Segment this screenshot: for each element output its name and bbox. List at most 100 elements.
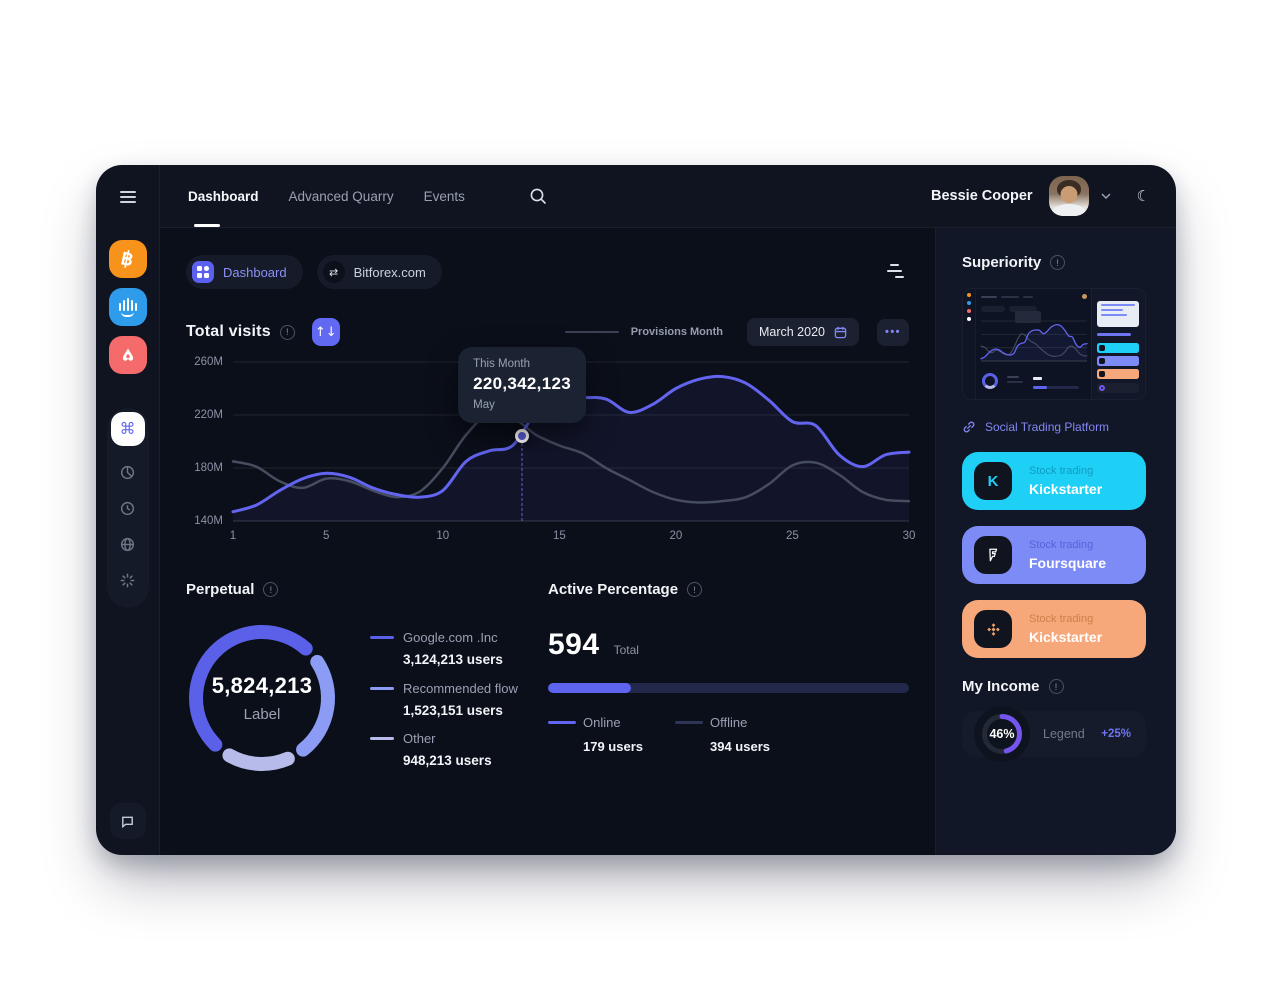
superiority-title: Superiority	[962, 254, 1042, 271]
spinner-icon	[120, 573, 135, 587]
sidebar-item-bitcoin[interactable]: ฿	[108, 240, 147, 278]
period-select[interactable]: March 2020	[746, 318, 859, 346]
card-tag: Stock trading	[1029, 465, 1094, 477]
legend-dash	[370, 636, 394, 639]
swap-arrows-icon: ⇄	[322, 261, 345, 283]
income-percent-value: 46%	[989, 727, 1015, 741]
legend-item-google: Google.com .Inc 3,124,213 users	[370, 630, 518, 667]
intercom-icon	[118, 297, 137, 317]
link-chain-icon	[963, 421, 975, 433]
perpetual-title: Perpetual	[186, 581, 255, 598]
clock-icon	[120, 501, 135, 515]
main-content: Dashboard ⇄ Bitforex.com Total visits ! …	[160, 228, 935, 855]
profile-menu-toggle[interactable]	[1101, 193, 1111, 199]
trading-cards: K Stock trading Kickstarter Stock tradin…	[962, 452, 1146, 658]
info-icon[interactable]: !	[1050, 255, 1066, 270]
profile-area: Bessie Cooper ☾	[931, 176, 1150, 216]
info-icon[interactable]: !	[687, 582, 703, 597]
sidebar-item-history[interactable]	[119, 499, 137, 517]
legend-name: Offline	[710, 715, 748, 730]
avatar[interactable]	[1048, 176, 1089, 216]
y-tick-label: 180M	[194, 462, 223, 474]
foursquare-icon	[974, 536, 1012, 574]
thumb-tooltip	[1015, 311, 1041, 323]
superiority-preview-thumbnail[interactable]	[962, 288, 1146, 400]
sidebar-item-airbnb[interactable]	[108, 336, 147, 374]
tab-events[interactable]: Events	[424, 165, 465, 227]
moon-icon: ☾	[1136, 187, 1150, 205]
income-card[interactable]: 46% Legend +25%	[962, 706, 1146, 762]
link-label: Social Trading Platform	[985, 420, 1110, 434]
breadcrumb-chip-bitforex-label: Bitforex.com	[353, 264, 426, 280]
chat-button[interactable]	[109, 803, 146, 839]
legend-value: 1,523,151 users	[403, 702, 503, 718]
card-foursquare[interactable]: Stock trading Foursquare	[962, 526, 1146, 584]
x-axis-labels: 1 5 10 15 20 25 30	[230, 521, 916, 547]
legend-item-recommended: Recommended flow 1,523,151 users	[370, 681, 518, 718]
hamburger-menu-icon[interactable]	[119, 165, 136, 228]
income-legend-label: Legend	[1043, 727, 1085, 741]
sidebar-item-loading[interactable]	[119, 571, 137, 589]
tab-advanced-quarry-label: Advanced Quarry	[288, 188, 394, 204]
thumb-progress	[1033, 386, 1079, 389]
thumb-chip	[1009, 306, 1037, 312]
x-tick-label: 30	[902, 530, 916, 542]
active-progress-track	[548, 683, 909, 693]
x-tick-label: 5	[323, 530, 330, 542]
binance-icon	[974, 610, 1012, 648]
legend-name: Other	[403, 731, 436, 746]
info-icon[interactable]: !	[279, 324, 295, 340]
sidebar-item-intercom[interactable]	[108, 288, 147, 326]
tooltip-subtitle: May	[473, 399, 495, 412]
sort-filter-icon[interactable]	[887, 264, 909, 280]
sidebar-item-global[interactable]	[119, 535, 137, 553]
legend-item-online: Online 179 users	[548, 715, 675, 754]
legend-name: Google.com .Inc	[403, 630, 498, 645]
thumb-chart	[981, 321, 1087, 361]
provisions-legend-label: Provisions Month	[630, 326, 723, 338]
active-total-value: 594	[548, 628, 600, 661]
card-kickstarter-cyan[interactable]: K Stock trading Kickstarter	[962, 452, 1146, 510]
x-tick-label: 20	[669, 530, 683, 542]
legend-item-other: Other 948,213 users	[370, 731, 518, 768]
social-trading-platform-link[interactable]: Social Trading Platform	[962, 420, 1146, 434]
more-options-button[interactable]: •••	[877, 318, 909, 346]
marker-dashed-line	[521, 443, 523, 521]
info-icon[interactable]: !	[263, 582, 279, 597]
chart-tooltip: This Month 220,342,123 May	[458, 347, 586, 424]
tab-dashboard[interactable]: Dashboard	[188, 165, 259, 227]
tab-advanced-quarry[interactable]: Advanced Quarry	[289, 165, 394, 227]
legend-value: 3,124,213 users	[403, 652, 503, 667]
card-tag: Stock trading	[1029, 539, 1094, 551]
card-tag: Stock trading	[1029, 613, 1094, 625]
x-tick-label: 10	[436, 530, 450, 542]
top-navigation: Dashboard Advanced Quarry Events Bessie …	[160, 165, 1176, 228]
perpetual-section: Perpetual ! 5,824,213 Label	[186, 581, 534, 774]
sort-toggle-button[interactable]: ↑↓	[311, 318, 340, 346]
breadcrumb-chip-dashboard-label: Dashboard	[223, 264, 287, 280]
income-donut: 46%	[974, 706, 1030, 762]
legend-value: 948,213 users	[403, 753, 492, 768]
total-visits-chart: 260M 220M 180M 140M This Month 220,342,123 …	[186, 347, 909, 527]
breadcrumb-chip-bitforex[interactable]: ⇄ Bitforex.com	[316, 255, 442, 289]
sidebar-item-analytics[interactable]	[119, 463, 137, 481]
thumb-chip	[981, 306, 1005, 312]
legend-name: Online	[583, 715, 621, 730]
tooltip-title: This Month	[473, 358, 531, 371]
airbnb-icon	[122, 348, 133, 361]
breadcrumb-chip-dashboard[interactable]: Dashboard	[186, 255, 303, 289]
thumb-donut	[982, 373, 998, 389]
dark-mode-toggle[interactable]: ☾	[1137, 187, 1150, 205]
active-tab-underline	[194, 224, 220, 227]
kickstarter-icon: K	[974, 462, 1012, 500]
search-button[interactable]	[529, 187, 547, 205]
active-progress-fill	[548, 683, 632, 693]
card-kickstarter-orange[interactable]: Stock trading Kickstarter	[962, 600, 1146, 658]
y-tick-label: 260M	[194, 356, 223, 368]
sidebar-item-command[interactable]: ⌘	[110, 412, 145, 446]
user-name: Bessie Cooper	[931, 188, 1033, 204]
info-icon[interactable]: !	[1048, 679, 1064, 694]
data-point-marker[interactable]	[515, 429, 530, 444]
legend-value: 179 users	[583, 739, 643, 754]
card-name: Foursquare	[1029, 555, 1107, 571]
